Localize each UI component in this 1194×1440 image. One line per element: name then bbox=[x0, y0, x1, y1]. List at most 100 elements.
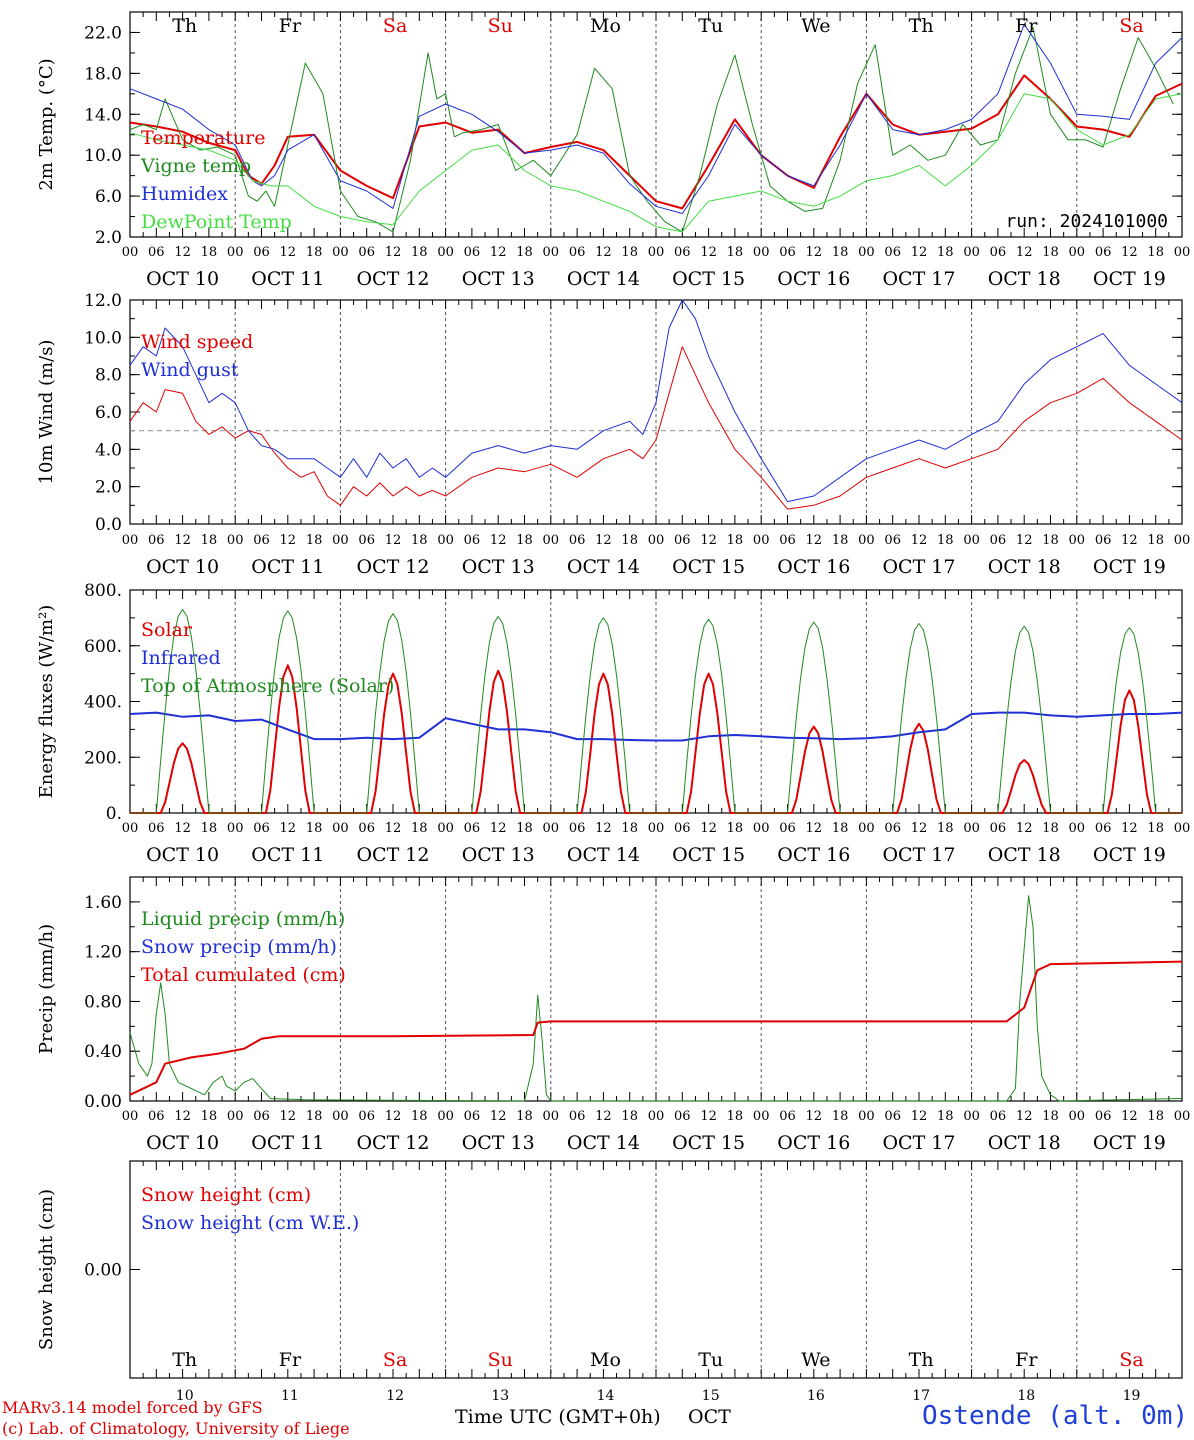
hour-tick-label: 00 bbox=[332, 1109, 349, 1124]
y-tick-label: 800. bbox=[84, 581, 122, 601]
day-name: Mo bbox=[590, 1349, 621, 1371]
day-number: 16 bbox=[807, 1388, 825, 1404]
hour-tick-label: 18 bbox=[516, 245, 533, 260]
hour-tick-label: 06 bbox=[148, 1109, 165, 1124]
hour-tick-label: 12 bbox=[700, 1109, 717, 1124]
y-tick-label: 0.80 bbox=[84, 992, 122, 1012]
series-vigne-temp bbox=[129, 26, 1174, 233]
hour-tick-label: 06 bbox=[464, 821, 481, 836]
day-name: Fr bbox=[279, 15, 302, 37]
hour-tick-label: 18 bbox=[727, 245, 744, 260]
hour-tick-label: 00 bbox=[963, 533, 980, 548]
hour-tick-label: 06 bbox=[884, 1109, 901, 1124]
day-number: 10 bbox=[176, 1388, 194, 1404]
hour-tick-label: 00 bbox=[1174, 533, 1191, 548]
hour-tick-label: 00 bbox=[122, 1109, 139, 1124]
date-label: OCT 18 bbox=[988, 268, 1061, 290]
y-tick-label: 0.00 bbox=[84, 1092, 122, 1112]
hour-tick-label: 18 bbox=[201, 821, 218, 836]
legend-item: Liquid precip (mm/h) bbox=[141, 908, 345, 930]
series-total-cumulated-cm- bbox=[129, 960, 1183, 1096]
date-label: OCT 10 bbox=[146, 1132, 219, 1154]
series-wind-gust bbox=[129, 299, 1183, 503]
hour-tick-label: 06 bbox=[990, 533, 1007, 548]
hour-tick-label: 06 bbox=[1095, 1109, 1112, 1124]
hour-tick-label: 18 bbox=[516, 821, 533, 836]
hour-tick-label: 00 bbox=[1069, 1109, 1086, 1124]
hour-tick-label: 12 bbox=[280, 821, 297, 836]
date-label: OCT 19 bbox=[1093, 1132, 1166, 1154]
hour-tick-label: 00 bbox=[648, 1109, 665, 1124]
date-label: OCT 14 bbox=[567, 556, 640, 578]
legend-item: Wind gust bbox=[141, 359, 239, 381]
hour-tick-label: 06 bbox=[358, 533, 375, 548]
hour-tick-label: 00 bbox=[963, 245, 980, 260]
day-number: 14 bbox=[597, 1388, 615, 1404]
hour-tick-label: 18 bbox=[1147, 1109, 1164, 1124]
hour-tick-label: 00 bbox=[1069, 245, 1086, 260]
hour-tick-label: 00 bbox=[437, 1109, 454, 1124]
legend-item: Total cumulated (cm) bbox=[141, 964, 346, 986]
hour-tick-label: 00 bbox=[437, 533, 454, 548]
hour-tick-label: 12 bbox=[385, 1109, 402, 1124]
hour-tick-label: 06 bbox=[253, 533, 270, 548]
day-name: Th bbox=[909, 1349, 934, 1371]
hour-tick-label: 06 bbox=[779, 533, 796, 548]
hour-tick-label: 12 bbox=[595, 533, 612, 548]
hour-tick-label: 12 bbox=[1016, 821, 1033, 836]
hour-tick-label: 00 bbox=[963, 821, 980, 836]
hour-tick-label: 06 bbox=[990, 821, 1007, 836]
y-axis-label: Precip (mm/h) bbox=[36, 924, 57, 1054]
hour-tick-label: 18 bbox=[411, 245, 428, 260]
hour-tick-label: 12 bbox=[700, 533, 717, 548]
day-number: 19 bbox=[1123, 1388, 1141, 1404]
hour-tick-label: 06 bbox=[148, 245, 165, 260]
y-tick-label: 12.0 bbox=[84, 291, 122, 311]
run-label: run: 2024101000 bbox=[1005, 211, 1168, 232]
date-label: OCT 16 bbox=[777, 556, 850, 578]
series-dewpoint-temp bbox=[129, 93, 1183, 233]
date-label: OCT 15 bbox=[672, 268, 745, 290]
date-label: OCT 14 bbox=[567, 1132, 640, 1154]
date-label: OCT 12 bbox=[356, 556, 429, 578]
hour-tick-label: 12 bbox=[280, 245, 297, 260]
hour-tick-label: 06 bbox=[464, 1109, 481, 1124]
hour-tick-label: 06 bbox=[674, 1109, 691, 1124]
legend-item: Vigne temp bbox=[140, 155, 251, 177]
panel-wind: 0.0 2.0 4.0 6.0 8.0 10.0 12.0 10m Wind (m/s) Win… bbox=[36, 291, 1190, 578]
date-label: OCT 19 bbox=[1093, 556, 1166, 578]
hour-tick-label: 18 bbox=[201, 1109, 218, 1124]
hour-tick-label: 18 bbox=[1042, 1109, 1059, 1124]
hour-tick-label: 06 bbox=[674, 821, 691, 836]
hour-tick-label: 12 bbox=[595, 1109, 612, 1124]
hour-tick-label: 00 bbox=[227, 533, 244, 548]
hour-tick-label: 00 bbox=[332, 245, 349, 260]
y-axis-label: Energy fluxes (W/m²) bbox=[36, 605, 57, 799]
panel-temp: 2.0 6.0 10.0 14.0 18.0 22.0 2m Temp. (°C) Tempe… bbox=[36, 11, 1191, 290]
legend-item: DewPoint Temp bbox=[141, 211, 292, 233]
hour-tick-label: 12 bbox=[1121, 1109, 1138, 1124]
y-tick-label: 22.0 bbox=[84, 23, 122, 43]
hour-tick-label: 00 bbox=[122, 821, 139, 836]
hour-tick-label: 00 bbox=[1174, 245, 1191, 260]
hour-tick-label: 00 bbox=[543, 533, 560, 548]
date-label: OCT 11 bbox=[251, 844, 324, 866]
station-name: Ostende (alt. 0m) bbox=[922, 1401, 1189, 1431]
y-tick-label: 10.0 bbox=[84, 328, 122, 348]
hour-tick-label: 00 bbox=[437, 821, 454, 836]
legend-item: Top of Atmosphere (Solar) bbox=[141, 675, 394, 697]
hour-tick-label: 18 bbox=[937, 1109, 954, 1124]
legend-item: Temperature bbox=[141, 127, 265, 149]
hour-tick-label: 12 bbox=[174, 533, 191, 548]
y-tick-label: 18.0 bbox=[84, 64, 122, 84]
hour-tick-label: 18 bbox=[516, 533, 533, 548]
hour-tick-label: 06 bbox=[358, 1109, 375, 1124]
date-label: OCT 16 bbox=[777, 268, 850, 290]
hour-tick-label: 00 bbox=[1174, 821, 1191, 836]
hour-tick-label: 12 bbox=[700, 821, 717, 836]
hour-tick-label: 12 bbox=[280, 1109, 297, 1124]
day-number: 17 bbox=[912, 1388, 930, 1404]
series-humidex bbox=[129, 23, 1183, 214]
hour-tick-label: 18 bbox=[306, 821, 323, 836]
hour-tick-label: 00 bbox=[648, 533, 665, 548]
